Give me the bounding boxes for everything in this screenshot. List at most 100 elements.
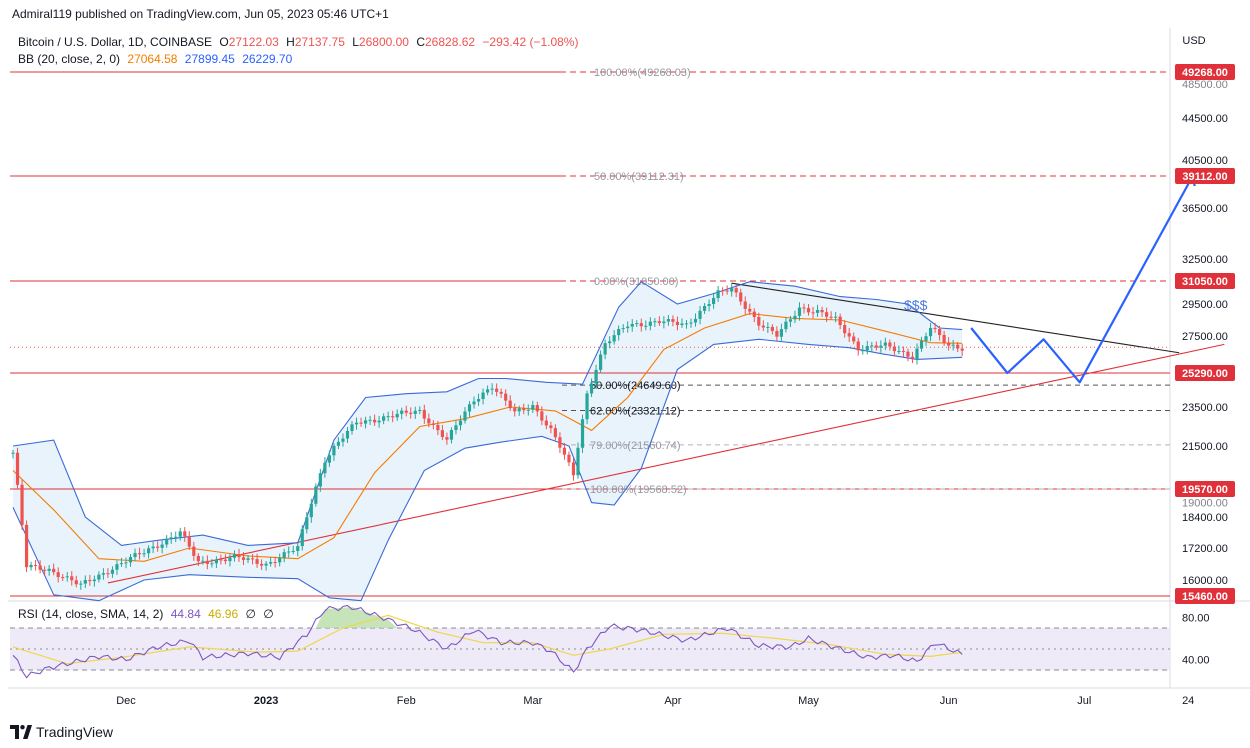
- price-tick-label: 18400.00: [1182, 512, 1228, 524]
- candle-body: [544, 420, 548, 426]
- candle-body: [192, 546, 196, 556]
- candle-body: [933, 327, 937, 330]
- candle-body: [156, 546, 160, 548]
- candle-body: [476, 399, 481, 402]
- time-tick-label: Apr: [664, 695, 681, 707]
- candle-body: [599, 354, 603, 370]
- candle-body: [897, 350, 901, 352]
- bb-lower-band: [12, 338, 963, 602]
- candle-body: [852, 336, 856, 342]
- candle-body: [336, 441, 341, 446]
- candle-body: [449, 429, 454, 440]
- legend-rsi-extra1: ∅: [245, 607, 255, 621]
- candle-body: [883, 342, 887, 346]
- legend-bb-lower: 26229.70: [242, 52, 292, 66]
- candle-body: [20, 484, 24, 525]
- candle-body: [870, 345, 874, 347]
- candle-body: [766, 326, 770, 328]
- candle-body: [458, 420, 463, 426]
- price-tick-label-partial: 48500.00: [1182, 79, 1228, 91]
- candle-body: [486, 389, 490, 393]
- candle-body: [368, 419, 372, 421]
- candle-body: [815, 309, 820, 313]
- rsi-tick-label: 80.00: [1182, 613, 1210, 625]
- candle-body: [314, 486, 318, 504]
- candle-body: [273, 562, 277, 564]
- candle-body: [467, 404, 472, 412]
- candle-body: [938, 329, 942, 335]
- level-lines-layer: [10, 71, 1170, 597]
- candle-body: [513, 408, 517, 412]
- candle-body: [779, 329, 783, 337]
- legend-c-value: 26828.62: [425, 35, 475, 49]
- candle-body: [951, 344, 955, 346]
- candle-body: [418, 409, 422, 411]
- candle-body: [603, 343, 607, 355]
- chart-area[interactable]: 100.00%(49268.03) 50.00%(39112.31) 0.00%(3…: [0, 28, 1250, 720]
- candle-body: [88, 579, 92, 582]
- candle-body: [201, 560, 205, 562]
- candle-body: [861, 350, 865, 352]
- price-tick-label: 23500.00: [1182, 402, 1228, 414]
- price-legend: Bitcoin / U.S. Dollar, 1D, COINBASE O271…: [18, 35, 578, 66]
- candle-body: [698, 310, 702, 319]
- candle-body: [671, 319, 675, 322]
- candle-body: [327, 455, 331, 463]
- candle-body: [174, 536, 178, 538]
- price-tick-label: 44500.00: [1182, 113, 1228, 125]
- candle-body: [29, 564, 33, 568]
- candle-body: [431, 423, 435, 425]
- candle-body: [797, 307, 802, 316]
- candle-body: [400, 410, 404, 414]
- price-axis[interactable]: 44500.00 40500.00 36500.00 32500.00 29500.00…: [1175, 64, 1235, 604]
- candle-body: [137, 553, 142, 555]
- candle-body: [427, 418, 431, 424]
- candle-body: [74, 580, 78, 585]
- candle-body: [707, 304, 711, 306]
- candle-body: [662, 321, 666, 324]
- candle-body: [580, 419, 585, 448]
- price-tick-label: 27500.00: [1182, 331, 1228, 343]
- candle-body: [382, 416, 386, 421]
- time-tick-label: May: [798, 695, 819, 707]
- candle-body: [70, 576, 74, 581]
- candle-body: [490, 388, 494, 390]
- candle-body: [775, 330, 779, 337]
- legend-change: −293.42 (−1.08%): [482, 35, 578, 49]
- time-axis[interactable]: Dec 2023 Feb Mar Apr May Jun Jul 24: [116, 695, 1194, 707]
- candle-body: [278, 557, 282, 563]
- candle-body: [160, 544, 164, 548]
- candle-body: [702, 305, 707, 311]
- candle-body: [761, 325, 765, 328]
- candle-body: [11, 452, 15, 454]
- candle-body: [648, 321, 652, 326]
- candles-layer: [11, 282, 964, 590]
- fib-label: 50.00%(39112.31): [594, 171, 684, 183]
- candle-body: [942, 334, 946, 343]
- fib-label: 0.00%(31050.00): [594, 276, 678, 288]
- price-tick-label: 17200.00: [1182, 543, 1228, 555]
- price-tick-label: 36500.00: [1182, 203, 1228, 215]
- time-tick-label: 2023: [254, 695, 278, 707]
- time-tick-label: 24: [1182, 695, 1194, 707]
- liquidity-annotation: $$$: [904, 297, 928, 313]
- candle-body: [806, 308, 811, 313]
- candle-body: [65, 576, 69, 578]
- candle-body: [436, 424, 440, 431]
- tradingview-brand-text: TradingView: [36, 724, 114, 740]
- legend-rsi-extra2: ∅: [263, 607, 273, 621]
- price-tag-box: [1175, 588, 1235, 604]
- candle-body: [847, 333, 851, 337]
- candle-body: [454, 425, 458, 430]
- candle-body: [915, 348, 919, 360]
- svg-text:RSI (14, close, SMA, 14, 2): RSI (14, close, SMA, 14, 2) 44.84 46.96 …: [18, 607, 274, 621]
- candle-body: [770, 326, 774, 331]
- candle-body: [865, 346, 869, 351]
- candle-body: [752, 311, 756, 318]
- candle-body: [445, 437, 449, 440]
- candle-body: [734, 288, 738, 293]
- footer-brand[interactable]: TradingView: [10, 722, 113, 742]
- candle-body: [553, 428, 557, 438]
- candle-body: [463, 411, 467, 421]
- candle-body: [562, 447, 567, 455]
